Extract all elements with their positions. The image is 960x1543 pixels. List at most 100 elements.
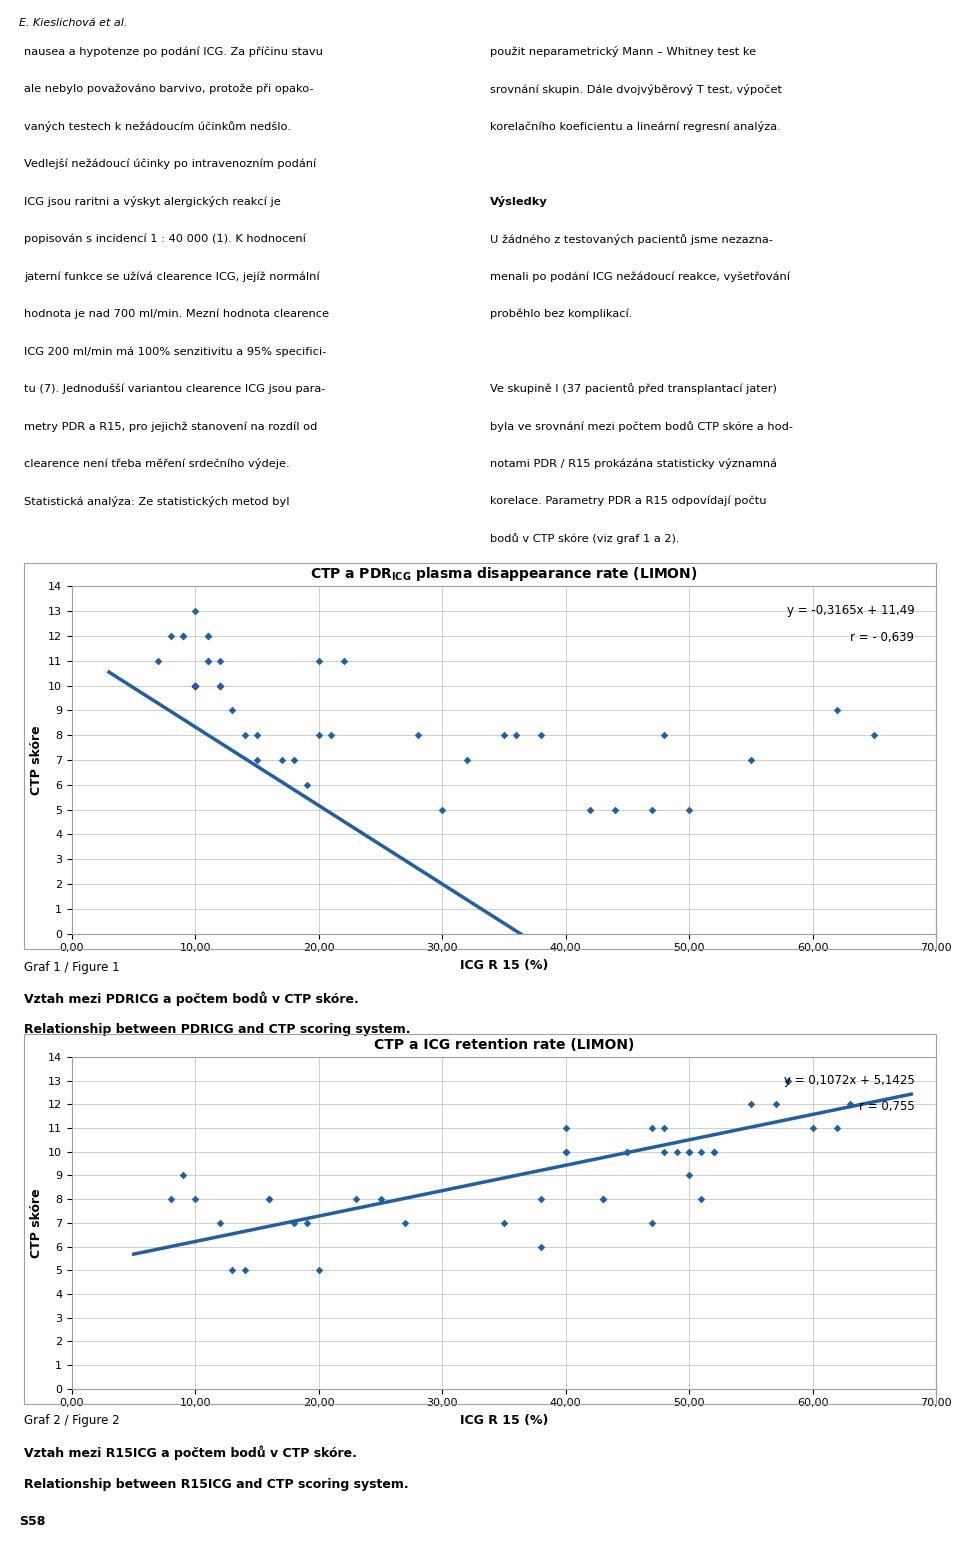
Text: y = 0,1072x + 5,1425: y = 0,1072x + 5,1425 xyxy=(783,1074,914,1086)
Text: ICG jsou raritni a výskyt alergických reakcí je: ICG jsou raritni a výskyt alergických re… xyxy=(24,196,280,207)
Point xyxy=(188,673,204,697)
Text: notami PDR / R15 prokázána statisticky významná: notami PDR / R15 prokázána statisticky v… xyxy=(490,458,777,469)
Point xyxy=(188,599,204,623)
Point xyxy=(829,1116,845,1140)
Point xyxy=(200,623,215,648)
Point xyxy=(644,798,660,822)
Text: E. Kieslichová et al.: E. Kieslichová et al. xyxy=(19,19,128,28)
Point xyxy=(558,1139,573,1163)
Point xyxy=(682,1139,697,1163)
Point xyxy=(262,1187,277,1211)
Point xyxy=(608,798,623,822)
Text: Vedlejší nežádoucí účinky po intravenozním podání: Vedlejší nežádoucí účinky po intravenozn… xyxy=(24,159,316,170)
Point xyxy=(188,1187,204,1211)
Point xyxy=(311,648,326,673)
Point xyxy=(311,1258,326,1282)
Point xyxy=(200,623,215,648)
Point xyxy=(694,1139,709,1163)
X-axis label: ICG R 15 (%): ICG R 15 (%) xyxy=(460,958,548,972)
Point xyxy=(743,748,758,773)
Text: Vztah mezi R15ICG a počtem bodů v CTP skóre.: Vztah mezi R15ICG a počtem bodů v CTP sk… xyxy=(24,1446,357,1460)
Point xyxy=(299,1210,314,1234)
Point xyxy=(496,1210,512,1234)
Point xyxy=(435,798,450,822)
Point xyxy=(867,722,882,747)
Point xyxy=(496,722,512,747)
Point xyxy=(225,697,240,722)
Point xyxy=(804,1116,820,1140)
Title: CTP a ICG retention rate (LIMON): CTP a ICG retention rate (LIMON) xyxy=(373,1037,635,1052)
Text: hodnota je nad 700 ml/min. Mezní hodnota clearence: hodnota je nad 700 ml/min. Mezní hodnota… xyxy=(24,309,329,319)
Text: nausea a hypotenze po podání ICG. Za příčinu stavu: nausea a hypotenze po podání ICG. Za pří… xyxy=(24,46,323,57)
Point xyxy=(620,1139,636,1163)
Text: tu (7). Jednodušší variantou clearence ICG jsou para-: tu (7). Jednodušší variantou clearence I… xyxy=(24,384,325,393)
Point xyxy=(237,722,252,747)
Point xyxy=(212,673,228,697)
Point xyxy=(534,1234,549,1259)
Point xyxy=(682,1163,697,1188)
Point xyxy=(644,1116,660,1140)
Point xyxy=(188,673,204,697)
Point xyxy=(707,1139,722,1163)
Point xyxy=(583,798,598,822)
Point xyxy=(212,1210,228,1234)
Point xyxy=(657,722,672,747)
Text: vaných testech k nežádoucím účinkům nedšlo.: vaných testech k nežádoucím účinkům nedš… xyxy=(24,122,291,133)
Point xyxy=(558,1116,573,1140)
Point xyxy=(176,623,191,648)
Point xyxy=(657,1139,672,1163)
Point xyxy=(299,773,314,798)
Text: Ve skupině I (37 pacientů před transplantací jater): Ve skupině I (37 pacientů před transplan… xyxy=(490,384,777,395)
Point xyxy=(324,722,339,747)
Text: proběhlo bez komplikací.: proběhlo bez komplikací. xyxy=(490,309,632,319)
Title: CTP a PDR$_{\mathregular{ICG}}$ plasma disappearance rate (LIMON): CTP a PDR$_{\mathregular{ICG}}$ plasma d… xyxy=(310,565,698,583)
Point xyxy=(163,623,179,648)
Point xyxy=(595,1187,611,1211)
Text: U žádného z testovaných pacientů jsme nezazna-: U žádného z testovaných pacientů jsme ne… xyxy=(490,233,773,245)
Point xyxy=(188,673,204,697)
Text: ale nebylo považováno barvivo, protože při opako-: ale nebylo považováno barvivo, protože p… xyxy=(24,83,314,94)
Point xyxy=(163,1187,179,1211)
Point xyxy=(397,1210,413,1234)
Point xyxy=(372,1187,388,1211)
Text: r = 0,755: r = 0,755 xyxy=(858,1100,914,1113)
Text: popisován s incidencí 1 : 40 000 (1). K hodnocení: popisován s incidencí 1 : 40 000 (1). K … xyxy=(24,233,306,244)
Point xyxy=(188,673,204,697)
Text: metry PDR a R15, pro jejichž stanovení na rozdíl od: metry PDR a R15, pro jejichž stanovení n… xyxy=(24,421,318,432)
Text: ICG 200 ml/min má 100% senzitivitu a 95% specifici-: ICG 200 ml/min má 100% senzitivitu a 95%… xyxy=(24,346,326,356)
Point xyxy=(250,722,265,747)
Text: srovnání skupin. Dále dvojvýběrový T test, výpočet: srovnání skupin. Dále dvojvýběrový T tes… xyxy=(490,83,781,94)
Point xyxy=(212,673,228,697)
Y-axis label: CTP skóre: CTP skóre xyxy=(30,1188,42,1258)
Point xyxy=(200,648,215,673)
Point xyxy=(558,1139,573,1163)
Point xyxy=(286,1210,301,1234)
Point xyxy=(829,697,845,722)
Point xyxy=(707,1139,722,1163)
Point xyxy=(534,722,549,747)
Point xyxy=(237,1258,252,1282)
Point xyxy=(188,673,204,697)
Text: byla ve srovnání mezi počtem bodů CTP skóre a hod-: byla ve srovnání mezi počtem bodů CTP sk… xyxy=(490,421,793,432)
Text: Vztah mezi PDRICG a počtem bodů v CTP skóre.: Vztah mezi PDRICG a počtem bodů v CTP sk… xyxy=(24,992,359,1006)
Text: r = - 0,639: r = - 0,639 xyxy=(851,631,914,645)
Point xyxy=(743,1092,758,1117)
Point xyxy=(842,1092,857,1117)
Text: Výsledky: Výsledky xyxy=(490,196,547,207)
Point xyxy=(644,1210,660,1234)
Text: Statistická analýza: Ze statistických metod byl: Statistická analýza: Ze statistických me… xyxy=(24,495,290,508)
Point xyxy=(348,1187,364,1211)
Point xyxy=(176,623,191,648)
Point xyxy=(262,1187,277,1211)
Text: y = -0,3165x + 11,49: y = -0,3165x + 11,49 xyxy=(786,603,914,617)
Text: použit neparametrický Mann – Whitney test ke: použit neparametrický Mann – Whitney tes… xyxy=(490,46,756,57)
Point xyxy=(176,1163,191,1188)
Point xyxy=(657,1116,672,1140)
Y-axis label: CTP skóre: CTP skóre xyxy=(30,725,42,795)
Text: S58: S58 xyxy=(19,1515,45,1528)
Point xyxy=(188,673,204,697)
Text: jaterní funkce se užívá clearence ICG, jejíž normální: jaterní funkce se užívá clearence ICG, j… xyxy=(24,272,320,282)
Point xyxy=(682,798,697,822)
Text: clearence není třeba měření srdečního výdeje.: clearence není třeba měření srdečního vý… xyxy=(24,458,290,469)
Point xyxy=(410,722,425,747)
